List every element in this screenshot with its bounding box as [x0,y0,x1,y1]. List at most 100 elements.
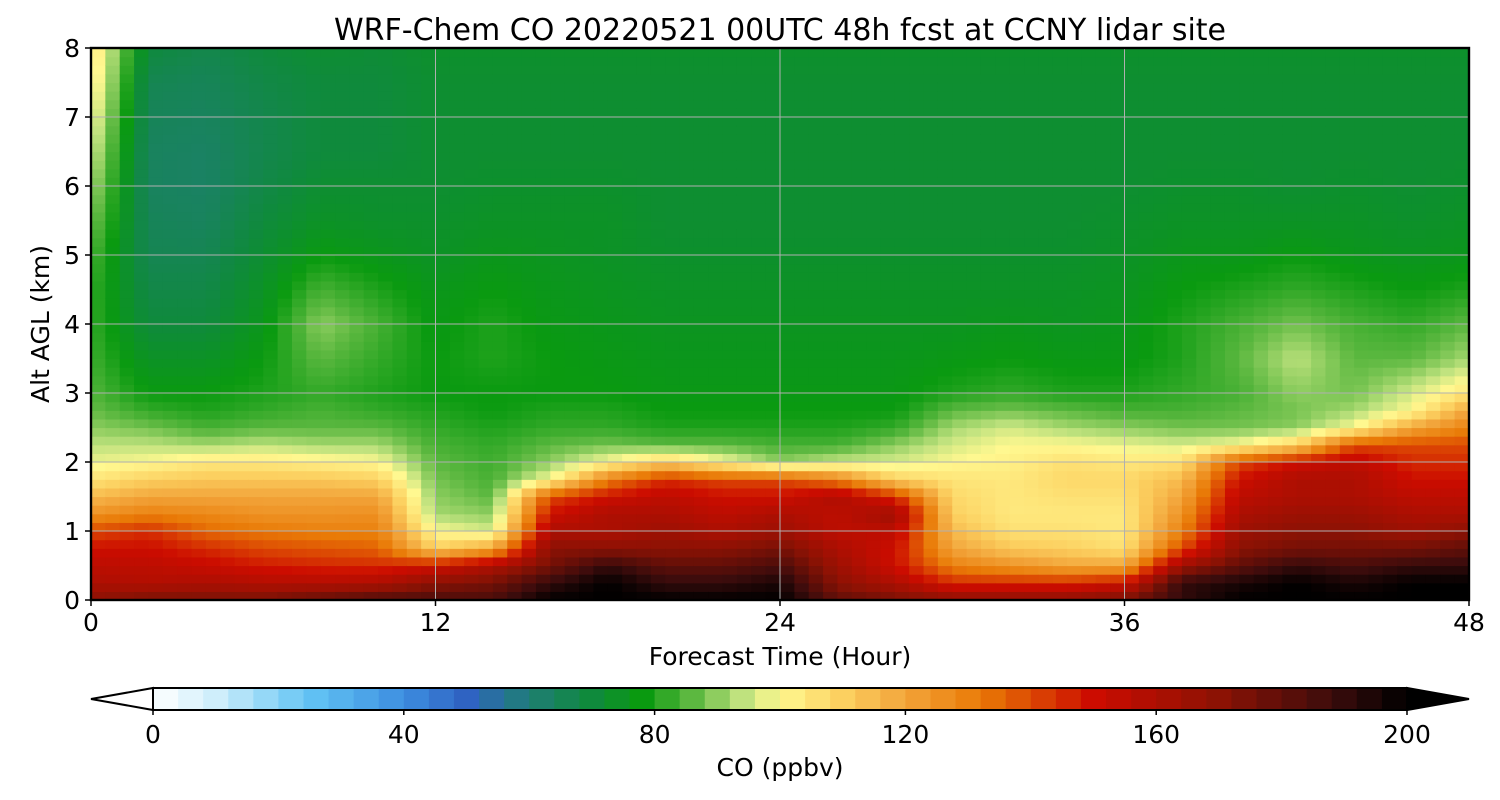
heatmap-cell [579,375,594,385]
heatmap-cell [622,177,638,187]
heatmap-cell [952,48,968,58]
heatmap-cell [765,574,781,584]
heatmap-cell [679,48,695,58]
heatmap-cell [1167,505,1183,515]
heatmap-cell [765,462,781,472]
heatmap-cell [291,56,307,66]
heatmap-cell [780,565,795,575]
heatmap-cell [794,410,810,420]
heatmap-cell [794,298,810,308]
heatmap-cell [564,151,580,161]
heatmap-cell [1038,306,1054,316]
heatmap-cell [780,384,795,394]
heatmap-cell [478,384,494,394]
heatmap-cell [851,65,867,75]
heatmap-cell [535,315,551,325]
heatmap-cell [550,479,566,489]
heatmap-cell [1110,453,1126,463]
heatmap-cell [1153,280,1169,291]
heatmap-cell [693,539,709,549]
heatmap-cell [162,505,178,515]
heatmap-cell [636,470,652,480]
heatmap-cell [736,48,752,58]
heatmap-cell [894,418,910,429]
heatmap-cell [1138,349,1154,360]
heatmap-cell [177,349,193,360]
heatmap-cell [320,418,336,429]
heatmap-cell [837,211,853,222]
heatmap-cell [622,203,638,213]
heatmap-cell [550,65,566,75]
heatmap-cell [349,556,365,567]
heatmap-cell [205,237,221,247]
heatmap-cell [765,203,781,213]
heatmap-cell [722,436,738,446]
heatmap-cell [579,125,594,135]
heatmap-cell [191,462,207,472]
heatmap-cell [1081,462,1097,472]
heatmap-cell [105,151,121,161]
heatmap-cell [1009,134,1025,144]
heatmap-cell [1196,496,1212,506]
heatmap-cell [248,418,264,429]
heatmap-cell [234,255,250,265]
heatmap-cell [564,556,580,567]
heatmap-cell [636,48,652,58]
heatmap-cell [736,367,752,377]
heatmap-cell [1009,556,1025,567]
heatmap-cell [880,582,896,592]
heatmap-cell [306,367,322,377]
heatmap-cell [134,220,150,230]
heatmap-cell [866,462,882,472]
heatmap-cell [378,367,394,377]
heatmap-cell [866,332,882,342]
heatmap-cell [191,367,207,377]
heatmap-cell [205,358,221,368]
heatmap-cell [765,548,781,558]
heatmap-cell [177,367,193,377]
heatmap-cell [507,496,523,506]
heatmap-cell [1067,522,1083,532]
heatmap-cell [363,410,379,420]
heatmap-cell [966,134,982,144]
heatmap-cell [91,349,106,360]
heatmap-cell [464,513,480,523]
heatmap-cell [1052,168,1068,178]
heatmap-cell [148,306,164,316]
heatmap-cell [421,48,437,58]
heatmap-cell [751,548,767,558]
heatmap-cell [909,556,925,567]
heatmap-cell [693,289,709,299]
heatmap-cell [234,487,250,498]
heatmap-cell [464,582,480,592]
heatmap-cell [406,203,422,213]
heatmap-cell [937,99,953,109]
heatmap-cell [995,436,1011,446]
heatmap-cell [966,341,982,351]
heatmap-cell [722,548,738,558]
heatmap-cell [291,298,307,308]
heatmap-cell [909,99,925,109]
heatmap-cell [119,194,135,204]
heatmap-cell [880,255,896,265]
heatmap-cell [995,324,1011,334]
heatmap-cell [1038,513,1054,523]
heatmap-cell [349,65,365,75]
heatmap-cell [177,263,193,273]
heatmap-cell [349,48,365,58]
heatmap-cell [535,565,551,575]
heatmap-cell [191,177,207,187]
heatmap-cell [550,48,566,58]
heatmap-cell [205,367,221,377]
heatmap-cell [1081,582,1097,592]
heatmap-cell [679,211,695,222]
heatmap-cell [607,125,623,135]
heatmap-cell [808,384,824,394]
heatmap-cell [923,82,939,92]
heatmap-cell [708,142,724,153]
heatmap-cell [579,160,594,170]
heatmap-cell [277,142,293,153]
heatmap-cell [736,462,752,472]
heatmap-cell [579,427,594,437]
heatmap-cell [507,125,523,135]
